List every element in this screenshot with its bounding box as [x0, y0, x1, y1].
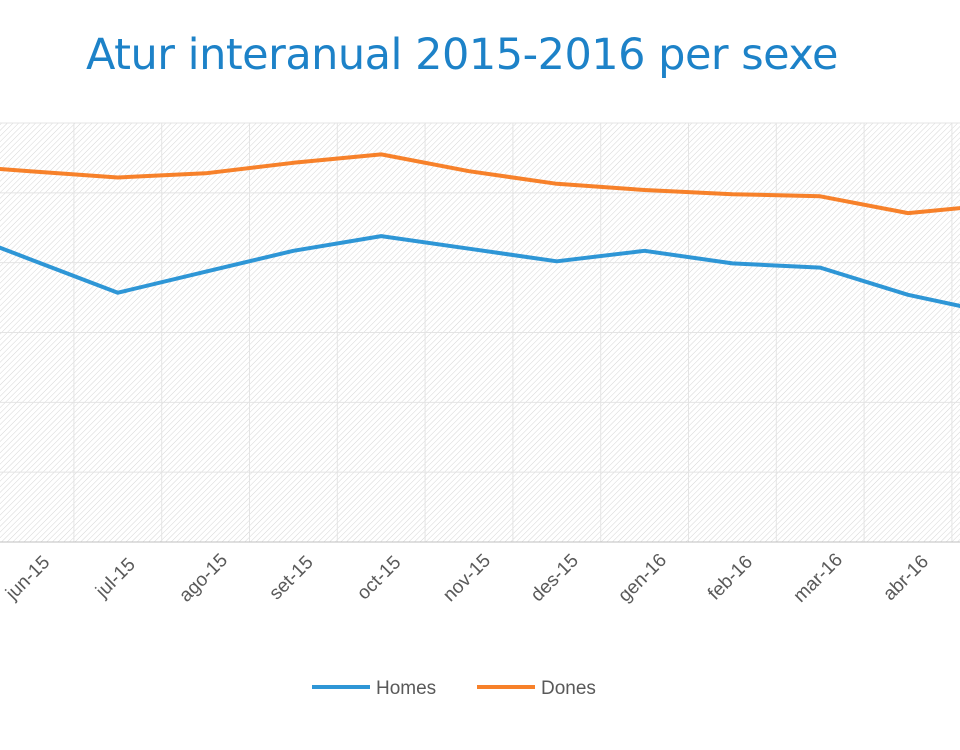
x-axis-ticks: jun-15 jul-15 ago-15 set-15 oct-15 nov-15 des-… [1, 549, 933, 607]
x-tick-label: abr-16 [879, 551, 933, 605]
x-tick-label: ago-15 [175, 550, 232, 607]
x-tick-label: mar-16 [790, 549, 847, 606]
x-tick-label: des-15 [527, 550, 583, 606]
x-tick-label: nov-15 [439, 550, 495, 606]
legend: Homes Dones [312, 678, 596, 699]
x-tick-label: gen-16 [614, 550, 671, 607]
x-tick-label: feb-16 [704, 552, 757, 605]
series-line-dones [0, 152, 960, 216]
grid [0, 122, 960, 543]
chart-title: Atur interanual 2015-2016 per sexe [86, 30, 838, 80]
series-group [0, 152, 960, 309]
series-line-homes [0, 234, 960, 309]
legend-label-dones: Dones [541, 678, 596, 699]
x-tick-label: jun-15 [1, 552, 54, 605]
legend-label-homes: Homes [376, 678, 436, 699]
x-tick-label: oct-15 [353, 552, 405, 604]
x-tick-label: jul-15 [91, 554, 139, 602]
x-tick-label: set-15 [265, 552, 317, 604]
